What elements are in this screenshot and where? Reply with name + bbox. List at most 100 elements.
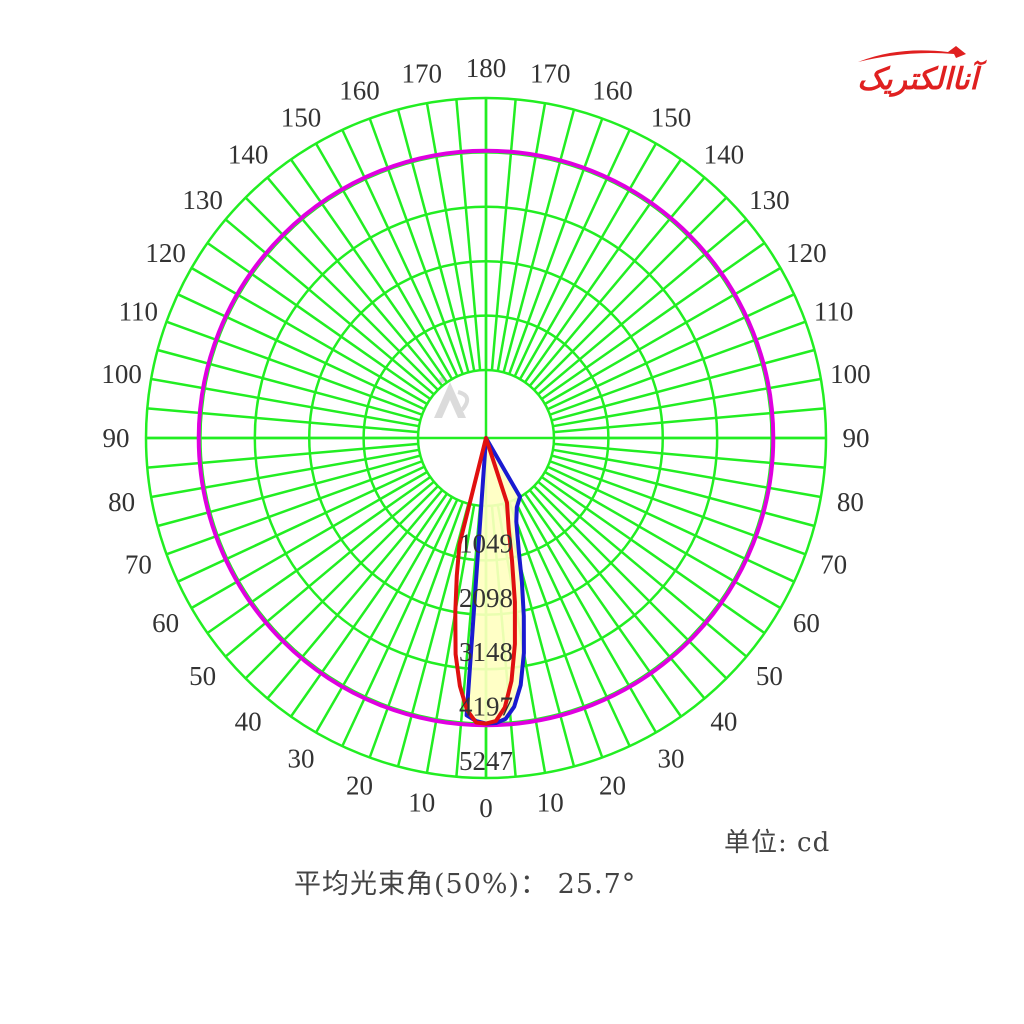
grid-spoke [157, 454, 421, 528]
angle-tick-label: 120 [786, 238, 827, 268]
angle-tick-label: 20 [599, 771, 626, 801]
grid-spoke [314, 142, 454, 380]
grid-spoke [496, 102, 547, 372]
angle-tick-label: 30 [658, 743, 685, 773]
grid-spoke [551, 454, 815, 528]
grid-spoke [396, 503, 470, 767]
grid-spoke [533, 196, 728, 391]
grid-spoke [289, 492, 449, 718]
grid-spoke [549, 460, 806, 556]
grid-spoke [157, 348, 421, 422]
grid-spoke [544, 470, 782, 610]
grid-spoke [528, 489, 706, 700]
angle-tick-label: 140 [704, 140, 745, 170]
grid-spoke [513, 129, 631, 377]
grid-spoke [508, 501, 604, 758]
angle-tick-label: 120 [145, 238, 186, 268]
radial-tick-label: 5247 [459, 746, 513, 776]
grid-spoke [190, 470, 428, 610]
radial-tick-label: 3148 [459, 637, 513, 667]
radial-tick-label: 2098 [459, 583, 513, 613]
angle-tick-label: 40 [710, 706, 737, 736]
angle-tick-label: 140 [228, 140, 269, 170]
angle-tick-label: 150 [281, 103, 322, 133]
angle-tick-label: 110 [814, 296, 854, 326]
grid-spoke [368, 501, 464, 758]
grid-spoke [425, 504, 476, 774]
grid-spoke [166, 460, 423, 556]
grid-spoke [244, 485, 439, 680]
grid-spoke [425, 102, 476, 372]
angle-tick-label: 60 [152, 608, 179, 638]
logo-swoosh-icon [858, 46, 966, 62]
angle-tick-label: 100 [101, 359, 142, 389]
angle-tick-label: 180 [466, 53, 507, 83]
grid-spoke [289, 158, 449, 384]
grid-spoke [553, 442, 825, 469]
angle-tick-label: 100 [830, 359, 871, 389]
grid-spoke [544, 266, 782, 406]
watermark-logo-icon [428, 372, 476, 432]
angle-tick-label: 150 [651, 103, 692, 133]
angle-tick-label: 90 [103, 423, 130, 453]
angle-tick-label: 10 [537, 787, 564, 817]
grid-spoke [551, 348, 815, 422]
grid-spoke [528, 176, 706, 387]
grid-spoke [341, 499, 459, 747]
grid-ring [144, 96, 828, 780]
angle-tick-label: 70 [125, 550, 152, 580]
grid-spoke [533, 485, 728, 680]
grid-spoke [314, 496, 454, 734]
grid-spoke [224, 480, 435, 658]
grid-spoke [266, 489, 444, 700]
angle-tick-label: 40 [235, 706, 262, 736]
grid-spoke [266, 176, 444, 387]
radial-tick-label: 4197 [459, 692, 513, 722]
grid-spoke [553, 407, 825, 434]
grid-spoke [396, 109, 470, 373]
grid-spoke [490, 99, 517, 371]
grid-spoke [150, 377, 420, 428]
angle-tick-label: 80 [108, 487, 135, 517]
angle-tick-label: 130 [182, 185, 223, 215]
angle-tick-label: 60 [793, 608, 820, 638]
grid-spoke [552, 448, 822, 499]
angle-tick-label: 50 [756, 661, 783, 691]
brand-logo [838, 44, 978, 64]
grid-spoke [206, 241, 432, 401]
grid-spoke [518, 496, 658, 734]
grid-spoke [518, 142, 658, 380]
angle-tick-label: 20 [346, 771, 373, 801]
angle-tick-label: 70 [820, 550, 847, 580]
grid-spoke [224, 218, 435, 396]
grid-spoke [502, 109, 576, 373]
grid-spoke [244, 196, 439, 391]
grid-spoke [368, 118, 464, 375]
grid-spoke [547, 465, 795, 583]
angle-tick-label: 160 [339, 75, 380, 105]
angle-tick-label: 110 [119, 296, 159, 326]
grid-spoke [540, 475, 766, 635]
angle-tick-label: 170 [530, 59, 571, 89]
grid-spoke [150, 448, 420, 499]
beam-angle-label: 平均光束角(50%)： 25.7° [294, 869, 637, 900]
radial-tick-label: 1049 [459, 528, 513, 558]
angle-tick-label: 80 [837, 487, 864, 517]
grid-spoke [547, 293, 795, 411]
angle-tick-label: 170 [402, 59, 443, 89]
grid-spoke [549, 320, 806, 416]
grid-spoke [166, 320, 423, 416]
angle-tick-label: 130 [749, 185, 790, 215]
grid-spoke [513, 499, 631, 747]
brand-name: آناالکتریک [857, 62, 978, 97]
grid-spoke [177, 293, 425, 411]
grid-spoke [455, 99, 482, 371]
grid-spoke [341, 129, 459, 377]
grid-spoke [537, 218, 748, 396]
grid-spoke [190, 266, 428, 406]
grid-spoke [537, 480, 748, 658]
grid-spoke [147, 407, 419, 434]
angle-tick-label: 90 [843, 423, 870, 453]
grid-spoke [508, 118, 604, 375]
